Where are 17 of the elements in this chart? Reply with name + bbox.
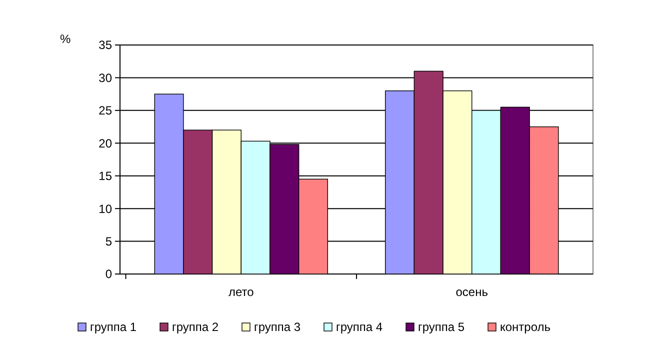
y-axis-title: % xyxy=(60,32,71,46)
legend-label: группа 3 xyxy=(254,320,301,334)
legend-label: группа 1 xyxy=(90,320,137,334)
x-tick-label: лето xyxy=(228,285,254,299)
y-tick-label: 0 xyxy=(105,267,112,282)
y-tick-label: 20 xyxy=(98,136,112,150)
legend-label: группа 4 xyxy=(336,320,383,334)
legend-label: группа 2 xyxy=(172,320,219,334)
y-tick-label: 30 xyxy=(98,70,112,85)
legend-label: контроль xyxy=(500,320,551,334)
y-tick-label: 15 xyxy=(98,169,112,184)
x-tick-label: осень xyxy=(456,285,488,299)
y-tick-label: 35 xyxy=(98,38,112,52)
y-tick-label: 5 xyxy=(105,234,112,248)
y-tick-label: 10 xyxy=(98,202,112,216)
y-tick-label: 25 xyxy=(98,104,112,118)
legend-label: группа 5 xyxy=(418,320,465,334)
